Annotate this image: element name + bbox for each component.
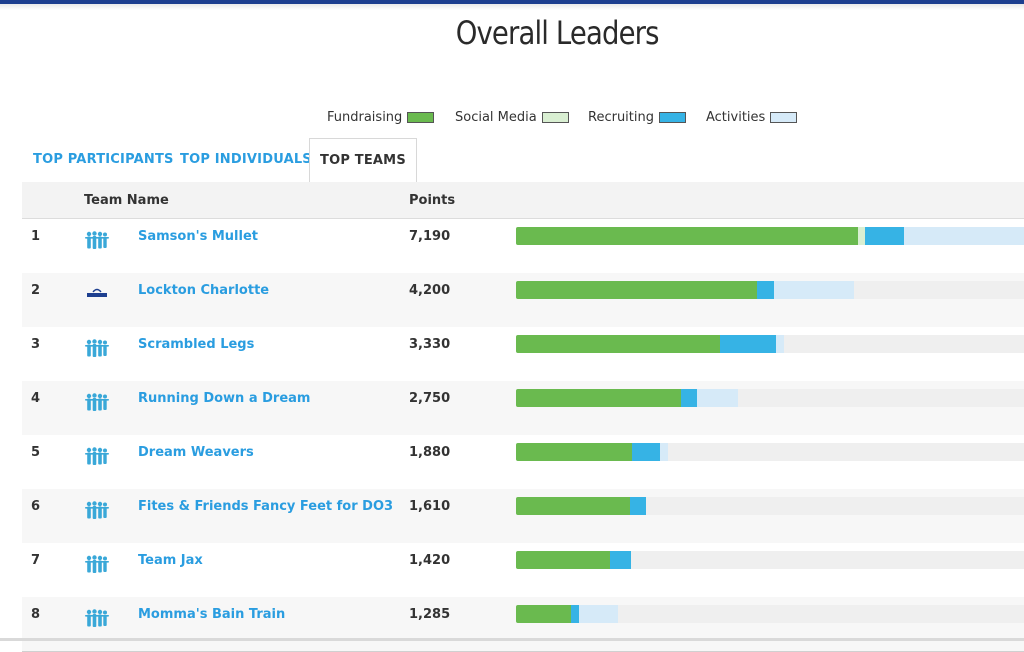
- points-breakdown-bar: [516, 551, 1024, 569]
- team-name-link[interactable]: Lockton Charlotte: [138, 283, 270, 298]
- bottom-divider: [0, 638, 1024, 641]
- rank: 7: [31, 553, 41, 568]
- rank: 1: [31, 229, 41, 244]
- points-breakdown-bar: [516, 443, 1024, 461]
- team-people-icon: [84, 553, 110, 575]
- bar-segment-fundraising: [516, 605, 571, 623]
- table-row: 1 Samson's Mullet 7,190: [22, 219, 1024, 274]
- bar-segment-activities: [659, 443, 668, 461]
- table-row: 8 Momma's Bain Train 1,285: [22, 597, 1024, 652]
- bar-segment-recruiting: [570, 605, 579, 623]
- legend-item-activities: Activities: [706, 110, 798, 125]
- column-header-points: Points: [409, 193, 456, 208]
- points-breakdown-bar: [516, 389, 1024, 407]
- team-people-icon: [84, 607, 110, 629]
- top-accent-bar: [0, 0, 1024, 4]
- points-value: 4,200: [409, 283, 451, 298]
- bar-segment-recruiting: [720, 335, 777, 353]
- rank: 3: [31, 337, 41, 352]
- points-value: 2,750: [409, 391, 451, 406]
- table-header: Team Name Points: [22, 182, 1024, 219]
- legend-label: Fundraising: [327, 110, 403, 125]
- rank: 5: [31, 445, 41, 460]
- table-row: 4 Running Down a Dream 2,750: [22, 381, 1024, 436]
- tab-top-participants[interactable]: TOP PARTICIPANTS: [33, 152, 174, 167]
- rank: 6: [31, 499, 41, 514]
- points-value: 1,610: [409, 499, 451, 514]
- team-name-link[interactable]: Scrambled Legs: [138, 337, 255, 352]
- bar-segment-recruiting: [609, 551, 631, 569]
- points-breakdown-bar: [516, 605, 1024, 623]
- points-breakdown-bar: [516, 227, 1024, 245]
- legend-swatch: [770, 112, 798, 123]
- team-people-icon: [84, 337, 110, 359]
- table-row: 2 Lockton Charlotte 4,200: [22, 273, 1024, 328]
- bar-segment-fundraising: [516, 281, 758, 299]
- rank: 8: [31, 607, 41, 622]
- legend-label: Activities: [706, 110, 766, 125]
- points-breakdown-bar: [516, 335, 1024, 353]
- bar-segment-activities: [776, 335, 785, 353]
- team-name-link[interactable]: Fites & Friends Fancy Feet for DO3: [138, 499, 394, 514]
- bar-segment-recruiting: [757, 281, 775, 299]
- team-name-link[interactable]: Team Jax: [138, 553, 203, 568]
- team-people-icon: [84, 445, 110, 467]
- team-people-icon: [84, 391, 110, 413]
- team-name-link[interactable]: Dream Weavers: [138, 445, 254, 460]
- points-value: 1,880: [409, 445, 451, 460]
- lockton-logo-icon: [84, 283, 110, 305]
- table-row: 7 Team Jax 1,420: [22, 543, 1024, 598]
- team-people-icon: [84, 499, 110, 521]
- column-header-team-name: Team Name: [84, 193, 169, 208]
- team-people-icon: [84, 229, 110, 251]
- legend: Fundraising Social Media Recruiting Acti…: [0, 110, 1024, 130]
- team-name-link[interactable]: Samson's Mullet: [138, 229, 258, 244]
- bar-segment-fundraising: [516, 389, 682, 407]
- leaderboard-tabs: TOP PARTICIPANTS TOP INDIVIDUALS TOP TEA…: [22, 138, 1024, 183]
- bar-segment-recruiting: [629, 497, 646, 515]
- bar-segment-fundraising: [516, 335, 721, 353]
- bar-segment-social: [857, 227, 865, 245]
- bar-segment-fundraising: [516, 551, 610, 569]
- legend-label: Recruiting: [588, 110, 654, 125]
- team-name-link[interactable]: Running Down a Dream: [138, 391, 311, 406]
- rank: 4: [31, 391, 41, 406]
- points-value: 1,420: [409, 553, 451, 568]
- legend-label: Social Media: [455, 110, 537, 125]
- bar-segment-activities: [904, 227, 1024, 245]
- page-title: Overall Leaders: [455, 14, 660, 52]
- team-name-link[interactable]: Momma's Bain Train: [138, 607, 286, 622]
- bar-segment-activities: [696, 389, 738, 407]
- bar-segment-fundraising: [516, 497, 630, 515]
- points-breakdown-bar: [516, 497, 1024, 515]
- legend-item-recruiting: Recruiting: [588, 110, 686, 125]
- bar-segment-activities: [578, 605, 619, 623]
- points-value: 1,285: [409, 607, 451, 622]
- table-row: 3 Scrambled Legs 3,330: [22, 327, 1024, 382]
- points-value: 7,190: [409, 229, 451, 244]
- top-shadow: [0, 4, 1024, 10]
- legend-swatch: [659, 112, 686, 123]
- table-row: 5 Dream Weavers 1,880: [22, 435, 1024, 490]
- bar-segment-activities: [774, 281, 854, 299]
- tab-top-teams[interactable]: TOP TEAMS: [309, 138, 417, 183]
- bar-segment-fundraising: [516, 227, 858, 245]
- legend-swatch: [407, 112, 435, 123]
- tab-top-individuals[interactable]: TOP INDIVIDUALS: [180, 152, 312, 167]
- points-breakdown-bar: [516, 281, 1024, 299]
- legend-item-fundraising: Fundraising: [327, 110, 435, 125]
- bar-segment-recruiting: [864, 227, 905, 245]
- legend-item-social-media: Social Media: [455, 110, 569, 125]
- bar-segment-recruiting: [631, 443, 660, 461]
- points-value: 3,330: [409, 337, 451, 352]
- bar-segment-fundraising: [516, 443, 632, 461]
- bar-segment-recruiting: [681, 389, 697, 407]
- rank: 2: [31, 283, 41, 298]
- table-row: 6 Fites & Friends Fancy Feet for DO3 1,610: [22, 489, 1024, 544]
- legend-swatch: [541, 112, 569, 123]
